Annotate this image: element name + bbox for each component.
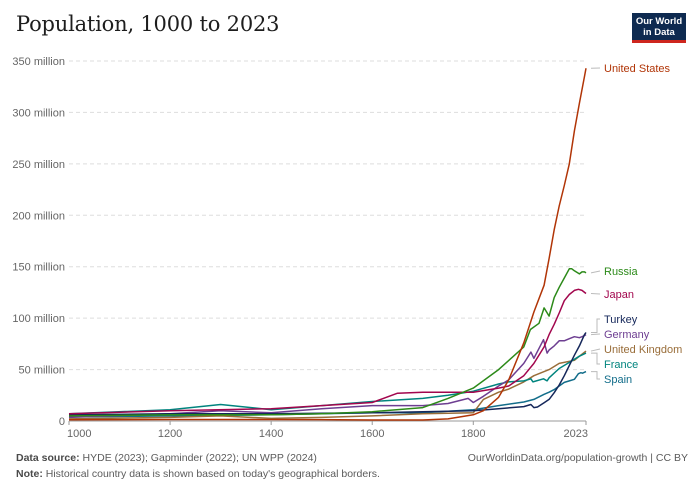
y-axis-ticks: 0 50 million 100 million 150 million 200 mil… (12, 56, 65, 428)
logo-line-1: Our World (635, 16, 683, 27)
x-tick-label: 1600 (360, 428, 384, 440)
x-tick-label: 1000 (67, 428, 91, 440)
y-tick-label: 350 million (12, 56, 65, 68)
series-label-russia[interactable]: Russia (604, 266, 639, 278)
series-line-united-states[interactable] (68, 68, 587, 421)
y-tick-label: 250 million (12, 159, 65, 171)
line-chart: 0 50 million 100 million 150 million 200 mil… (12, 56, 682, 440)
label-connector-united-kingdom (590, 348, 601, 352)
y-tick-label: 200 million (12, 210, 65, 222)
series-line-united-kingdom[interactable] (68, 350, 587, 420)
data-source: Data source: HYDE (2023); Gapminder (202… (16, 452, 317, 464)
y-tick-label: 100 million (12, 313, 65, 325)
x-tick-label: 1200 (158, 428, 182, 440)
label-connector-japan (590, 292, 601, 295)
series-label-japan[interactable]: Japan (604, 289, 634, 301)
chart-title: Population, 1000 to 2023 (16, 12, 280, 36)
series-label-united-kingdom[interactable]: United Kingdom (604, 344, 682, 356)
label-connector-russia (590, 270, 601, 274)
series-label-united-states[interactable]: United States (604, 63, 671, 75)
label-connector-france (591, 352, 600, 365)
x-axis: 1000 1200 1400 1600 1800 2023 (67, 420, 588, 440)
series-label-turkey[interactable]: Turkey (604, 314, 638, 326)
label-connector-germany (590, 333, 601, 336)
series-line-turkey[interactable] (68, 332, 587, 416)
note-text: Historical country data is shown based o… (45, 468, 380, 480)
gridlines (69, 60, 586, 371)
chart-note: Note: Historical country data is shown b… (16, 468, 380, 480)
series-label-germany[interactable]: Germany (604, 329, 650, 341)
y-tick-label: 150 million (12, 262, 65, 274)
y-tick-label: 300 million (12, 107, 65, 119)
series-lines (68, 68, 587, 421)
credit-link[interactable]: OurWorldinData.org/population-growth | C… (467, 452, 688, 464)
x-tick-label: 1400 (259, 428, 283, 440)
x-tick-label: 1800 (461, 428, 485, 440)
y-tick-label: 50 million (19, 365, 65, 377)
logo-line-2: in Data (643, 27, 675, 38)
data-source-label: Data source: (16, 452, 80, 464)
series-labels: United States Russia Japan Turkey Germany Uni… (590, 63, 682, 386)
y-tick-label: 0 (59, 416, 65, 428)
series-label-france[interactable]: France (604, 359, 638, 371)
x-tick-label: 2023 (564, 428, 588, 440)
label-connector-spain (591, 371, 600, 380)
series-label-spain[interactable]: Spain (604, 374, 632, 386)
series-line-japan[interactable] (68, 288, 587, 415)
data-source-text: HYDE (2023); Gapminder (2022); UN WPP (2… (82, 452, 317, 464)
series-line-germany[interactable] (68, 333, 587, 419)
note-label: Note: (16, 468, 43, 480)
series-line-russia[interactable] (68, 268, 587, 417)
label-connector-turkey (591, 318, 600, 334)
owid-logo[interactable]: Our World in Data (632, 13, 686, 43)
